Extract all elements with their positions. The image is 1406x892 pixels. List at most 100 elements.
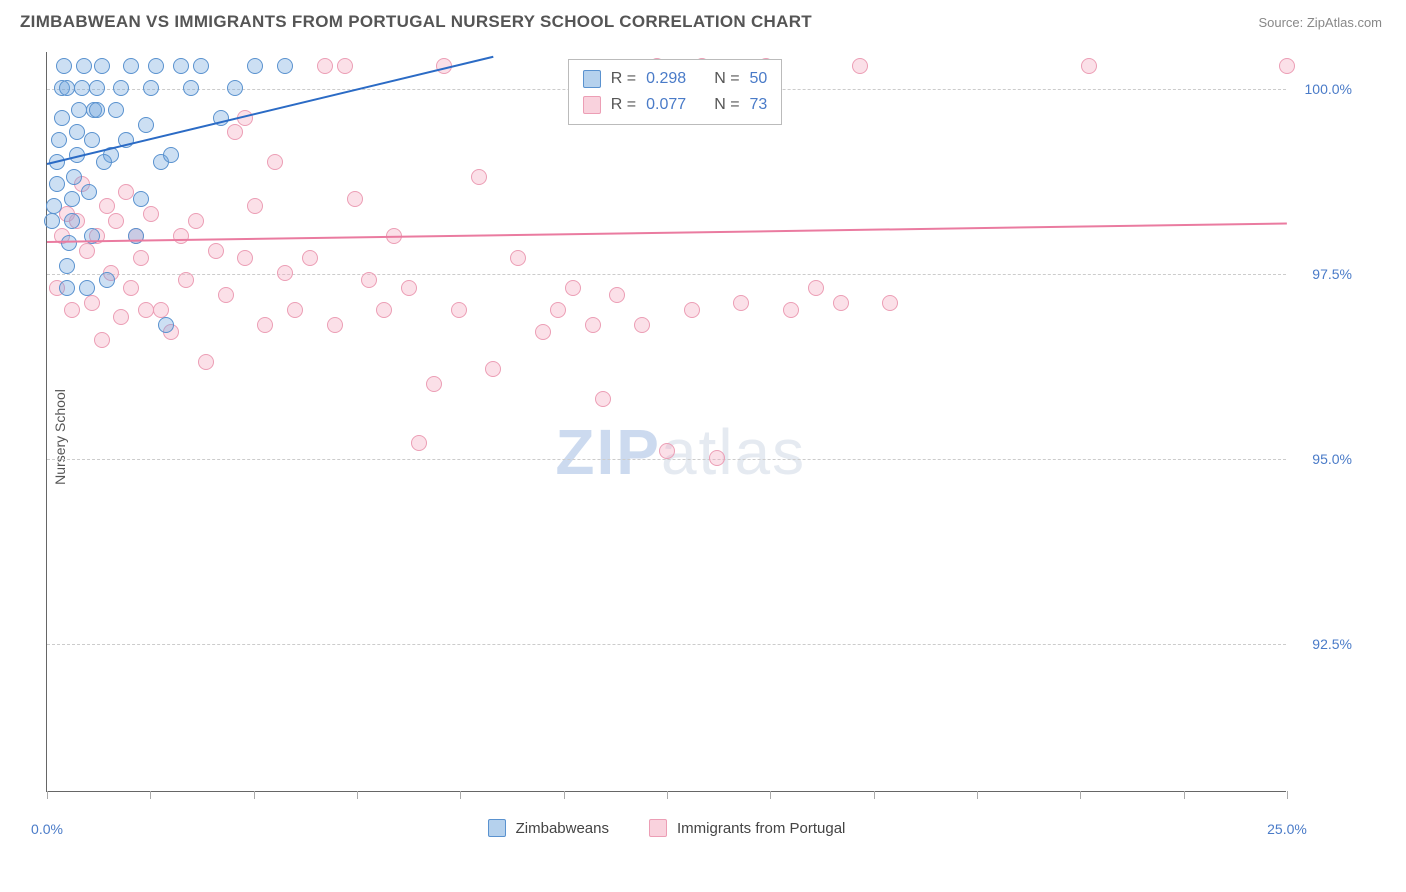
scatter-point-pink bbox=[550, 302, 566, 318]
stat-value-n: 50 bbox=[750, 66, 768, 92]
scatter-point-pink bbox=[634, 317, 650, 333]
stat-label-n: N = bbox=[714, 92, 739, 118]
x-tick bbox=[47, 791, 48, 799]
scatter-point-pink bbox=[123, 280, 139, 296]
scatter-point-pink bbox=[808, 280, 824, 296]
legend-item-blue: Zimbabweans bbox=[488, 819, 609, 837]
scatter-point-blue bbox=[113, 80, 129, 96]
legend-item-pink: Immigrants from Portugal bbox=[649, 819, 845, 837]
scatter-point-blue bbox=[74, 80, 90, 96]
scatter-point-blue bbox=[64, 213, 80, 229]
gridline-h bbox=[47, 459, 1286, 460]
scatter-point-blue bbox=[61, 235, 77, 251]
scatter-point-pink bbox=[451, 302, 467, 318]
scatter-point-blue bbox=[49, 176, 65, 192]
x-tick bbox=[667, 791, 668, 799]
scatter-point-pink bbox=[108, 213, 124, 229]
scatter-point-pink bbox=[257, 317, 273, 333]
scatter-point-pink bbox=[143, 206, 159, 222]
scatter-point-blue bbox=[277, 58, 293, 74]
scatter-point-pink bbox=[178, 272, 194, 288]
scatter-point-blue bbox=[99, 272, 115, 288]
x-tick bbox=[357, 791, 358, 799]
legend-swatch-blue bbox=[583, 70, 601, 88]
scatter-point-blue bbox=[163, 147, 179, 163]
chart-title: ZIMBABWEAN VS IMMIGRANTS FROM PORTUGAL N… bbox=[20, 12, 812, 32]
x-tick bbox=[770, 791, 771, 799]
scatter-point-blue bbox=[247, 58, 263, 74]
scatter-point-blue bbox=[143, 80, 159, 96]
scatter-point-pink bbox=[684, 302, 700, 318]
scatter-point-blue bbox=[84, 132, 100, 148]
legend-swatch-blue bbox=[488, 819, 506, 837]
scatter-point-pink bbox=[267, 154, 283, 170]
scatter-point-pink bbox=[227, 124, 243, 140]
x-tick bbox=[254, 791, 255, 799]
trend-line-pink bbox=[47, 222, 1287, 242]
scatter-point-pink bbox=[247, 198, 263, 214]
scatter-point-pink bbox=[118, 184, 134, 200]
gridline-h bbox=[47, 274, 1286, 275]
scatter-point-blue bbox=[108, 102, 124, 118]
x-tick bbox=[1287, 791, 1288, 799]
chart-source: Source: ZipAtlas.com bbox=[1258, 15, 1382, 30]
scatter-point-blue bbox=[133, 191, 149, 207]
legend: Zimbabweans Immigrants from Portugal bbox=[47, 819, 1286, 837]
x-tick bbox=[1184, 791, 1185, 799]
scatter-point-pink bbox=[198, 354, 214, 370]
scatter-point-pink bbox=[327, 317, 343, 333]
scatter-point-blue bbox=[59, 80, 75, 96]
scatter-point-pink bbox=[659, 443, 675, 459]
scatter-point-pink bbox=[361, 272, 377, 288]
scatter-point-blue bbox=[56, 58, 72, 74]
y-tick-label: 92.5% bbox=[1312, 636, 1352, 652]
scatter-point-blue bbox=[148, 58, 164, 74]
scatter-point-pink bbox=[133, 250, 149, 266]
scatter-point-blue bbox=[79, 280, 95, 296]
scatter-point-blue bbox=[51, 132, 67, 148]
plot-area: ZIPatlas 92.5%95.0%97.5%100.0%0.0%25.0%R… bbox=[46, 52, 1286, 792]
scatter-point-pink bbox=[882, 295, 898, 311]
scatter-point-pink bbox=[411, 435, 427, 451]
scatter-point-blue bbox=[89, 102, 105, 118]
scatter-point-pink bbox=[585, 317, 601, 333]
scatter-point-pink bbox=[565, 280, 581, 296]
scatter-point-pink bbox=[485, 361, 501, 377]
chart-header: ZIMBABWEAN VS IMMIGRANTS FROM PORTUGAL N… bbox=[0, 0, 1406, 40]
stats-row-pink: R =0.077N =73 bbox=[583, 92, 768, 118]
scatter-point-pink bbox=[94, 332, 110, 348]
scatter-point-pink bbox=[535, 324, 551, 340]
scatter-point-pink bbox=[833, 295, 849, 311]
scatter-point-pink bbox=[337, 58, 353, 74]
scatter-point-pink bbox=[595, 391, 611, 407]
scatter-point-blue bbox=[227, 80, 243, 96]
scatter-point-pink bbox=[1081, 58, 1097, 74]
scatter-point-pink bbox=[401, 280, 417, 296]
x-tick bbox=[460, 791, 461, 799]
scatter-point-blue bbox=[59, 280, 75, 296]
x-tick bbox=[874, 791, 875, 799]
scatter-point-pink bbox=[138, 302, 154, 318]
scatter-point-pink bbox=[79, 243, 95, 259]
scatter-point-pink bbox=[188, 213, 204, 229]
scatter-point-blue bbox=[59, 258, 75, 274]
scatter-point-blue bbox=[76, 58, 92, 74]
scatter-point-pink bbox=[426, 376, 442, 392]
scatter-point-pink bbox=[64, 302, 80, 318]
scatter-point-blue bbox=[71, 102, 87, 118]
scatter-point-pink bbox=[153, 302, 169, 318]
stat-value-n: 73 bbox=[750, 92, 768, 118]
chart-container: Nursery School ZIPatlas 92.5%95.0%97.5%1… bbox=[46, 52, 1386, 822]
scatter-point-blue bbox=[81, 184, 97, 200]
scatter-point-blue bbox=[183, 80, 199, 96]
scatter-point-blue bbox=[123, 58, 139, 74]
legend-label: Immigrants from Portugal bbox=[677, 820, 845, 837]
scatter-point-pink bbox=[237, 250, 253, 266]
scatter-point-pink bbox=[287, 302, 303, 318]
scatter-point-pink bbox=[277, 265, 293, 281]
stats-row-blue: R =0.298N =50 bbox=[583, 66, 768, 92]
legend-swatch-pink bbox=[649, 819, 667, 837]
scatter-point-pink bbox=[376, 302, 392, 318]
scatter-point-pink bbox=[347, 191, 363, 207]
scatter-point-blue bbox=[193, 58, 209, 74]
